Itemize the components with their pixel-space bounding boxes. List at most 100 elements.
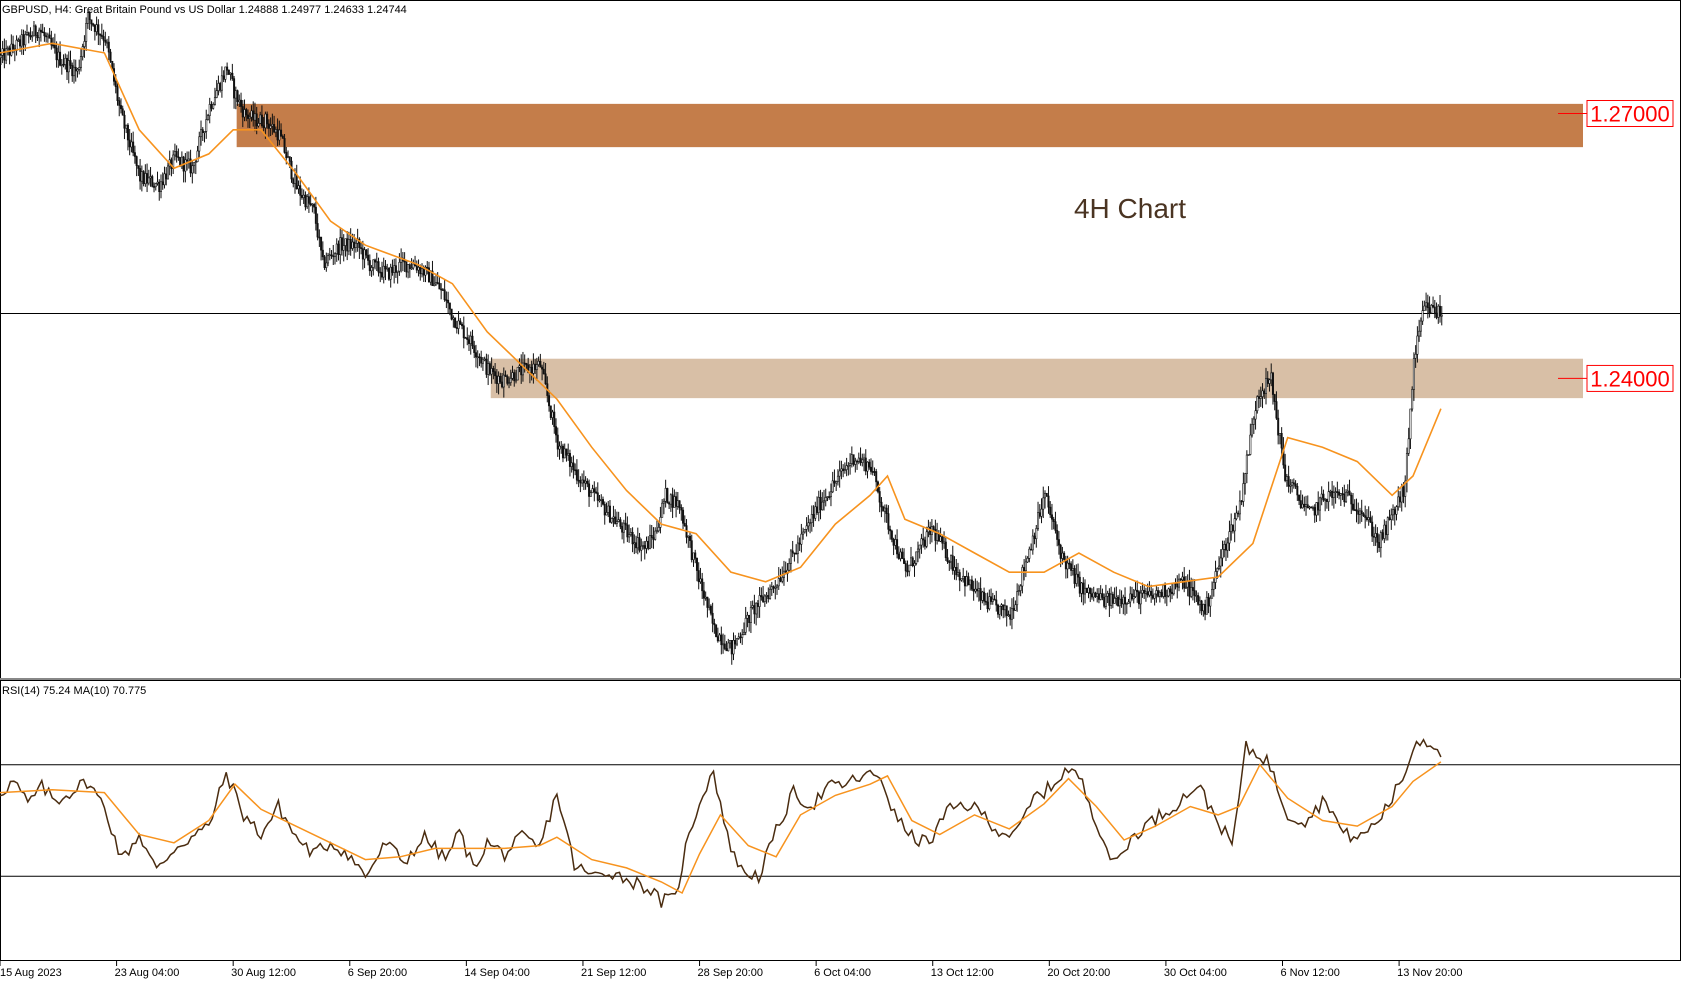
candle <box>913 560 916 577</box>
x-tick-label: 13 Nov 20:00 <box>1397 967 1462 979</box>
candle <box>998 605 1001 620</box>
candle <box>396 270 399 284</box>
candle <box>1437 304 1440 324</box>
candle <box>1423 300 1426 311</box>
candle <box>758 586 761 618</box>
candle <box>224 66 227 83</box>
candle <box>1311 505 1314 511</box>
candle <box>391 259 394 276</box>
candle <box>923 536 926 550</box>
candle <box>1188 569 1191 606</box>
candle <box>464 336 467 340</box>
candle <box>983 587 986 606</box>
candle <box>572 455 575 479</box>
candle <box>1238 490 1241 521</box>
zone-2[interactable] <box>490 358 1584 399</box>
candle <box>1425 292 1428 311</box>
candle <box>380 261 383 280</box>
candle <box>508 376 511 389</box>
candle <box>474 344 477 368</box>
candle <box>640 538 643 562</box>
candle <box>1037 501 1040 531</box>
candle <box>32 20 35 37</box>
candle <box>969 579 972 591</box>
zone-1[interactable] <box>236 103 1584 148</box>
candle <box>71 62 74 82</box>
candle <box>1094 591 1097 598</box>
candle <box>1026 556 1029 563</box>
candle <box>158 179 161 201</box>
candle <box>863 453 866 472</box>
candle <box>882 505 885 512</box>
candle <box>90 19 93 31</box>
candle <box>116 81 119 106</box>
candle <box>231 63 234 81</box>
candle <box>835 480 838 491</box>
candle <box>617 511 620 523</box>
candle <box>175 145 178 163</box>
candle <box>842 464 845 478</box>
candle <box>1324 497 1327 512</box>
candle <box>548 390 551 412</box>
candle <box>601 496 604 506</box>
candle <box>499 372 502 384</box>
candle <box>816 496 819 515</box>
candle <box>450 308 453 321</box>
candle <box>704 591 707 601</box>
candle <box>729 639 732 649</box>
candle <box>1320 486 1323 506</box>
candle <box>1428 296 1431 318</box>
candle <box>979 577 982 610</box>
candle <box>1240 500 1243 506</box>
candle <box>981 590 984 604</box>
candle <box>438 276 441 290</box>
candle <box>1339 493 1342 506</box>
candle <box>828 491 831 500</box>
candle <box>97 19 100 46</box>
moving-average-line <box>0 42 1442 588</box>
candle <box>734 635 737 650</box>
candle <box>1343 484 1346 507</box>
candle <box>360 242 363 255</box>
candle <box>368 254 371 276</box>
price-panel-border <box>0 0 1681 679</box>
candle <box>457 311 460 335</box>
candle <box>535 357 538 381</box>
candle <box>1292 478 1295 489</box>
candle <box>1224 538 1227 562</box>
candle <box>561 443 564 463</box>
candle <box>570 456 573 473</box>
candle <box>1024 555 1027 578</box>
x-tick-label: 14 Sep 04:00 <box>464 967 529 979</box>
candle <box>887 505 890 535</box>
candle <box>1249 423 1252 456</box>
rsi-levels-layer <box>0 764 1681 877</box>
candle <box>443 280 446 302</box>
candle <box>709 604 712 616</box>
candle <box>1150 584 1153 603</box>
candle <box>361 240 364 270</box>
candle <box>292 177 295 188</box>
candle <box>1153 593 1156 606</box>
candle <box>541 364 544 381</box>
candle <box>233 76 236 109</box>
zone-label: 1.24000 <box>1590 366 1670 391</box>
candle <box>1096 588 1099 603</box>
candle <box>868 459 871 470</box>
candle <box>836 469 839 486</box>
candle <box>1009 606 1012 626</box>
candle <box>495 368 498 393</box>
candle <box>1405 447 1408 493</box>
candle <box>1084 579 1087 604</box>
candle <box>1358 507 1361 524</box>
candle <box>756 600 759 619</box>
candle <box>248 112 251 129</box>
candle <box>217 75 220 96</box>
candle <box>610 517 613 524</box>
candle <box>295 164 298 190</box>
candle <box>1211 581 1214 599</box>
candle <box>694 549 697 564</box>
candle <box>1131 586 1134 601</box>
zone-label-box <box>1586 100 1674 128</box>
candle <box>643 540 646 560</box>
